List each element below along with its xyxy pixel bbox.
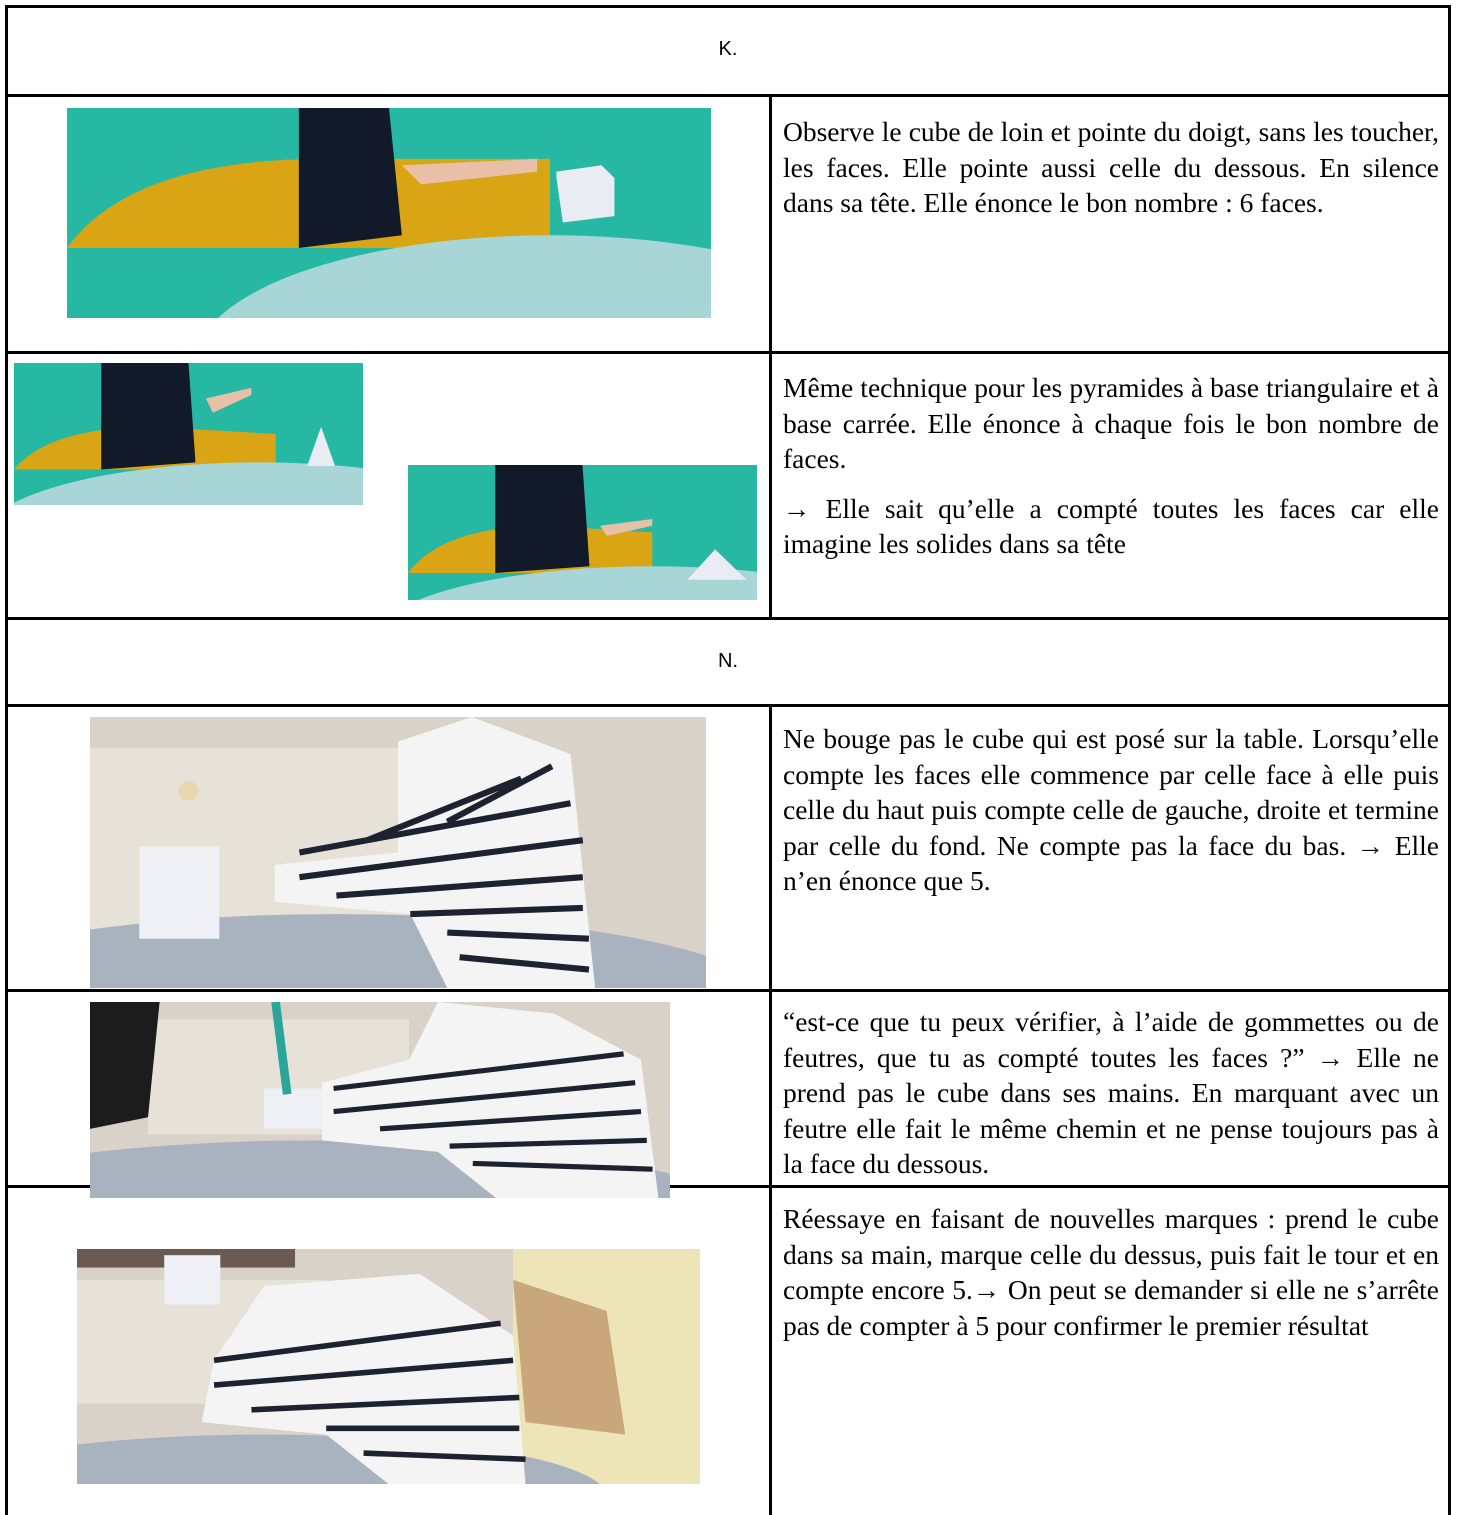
photo (90, 717, 706, 988)
paragraph: Réessaye en faisant de nouvelles marques… (783, 1203, 1439, 1341)
border (769, 94, 772, 620)
border (5, 94, 1451, 97)
cell-text: Ne bouge pas le cube qui est posé sur la… (783, 721, 1439, 913)
border (5, 704, 1451, 707)
border (5, 5, 8, 1515)
border (5, 617, 1451, 620)
section-title: N. (718, 650, 738, 672)
section-title: K. (718, 38, 738, 60)
photo (67, 108, 711, 318)
photo (77, 1249, 700, 1484)
cell-text: Réessaye en faisant de nouvelles marques… (783, 1201, 1439, 1357)
border (1448, 5, 1451, 1515)
border (5, 1185, 1451, 1188)
paragraph: → Elle sait qu’elle a compté toutes les … (783, 492, 1439, 560)
border (5, 351, 1451, 354)
border (5, 5, 1451, 8)
cell-text: Même technique pour les pyramides à base… (783, 370, 1439, 576)
paragraph: “est-ce que tu peux vérifier, à l’aide d… (783, 1006, 1439, 1179)
photo (408, 465, 757, 600)
border (5, 989, 1451, 992)
cell-text: Observe le cube de loin et pointe du doi… (783, 114, 1439, 235)
photo (14, 363, 363, 505)
border (769, 704, 772, 1515)
paragraph: Ne bouge pas le cube qui est posé sur la… (783, 723, 1439, 896)
paragraph: Observe le cube de loin et pointe du doi… (783, 116, 1439, 218)
cell-text: “est-ce que tu peux vérifier, à l’aide d… (783, 1004, 1439, 1196)
photo (90, 1002, 670, 1198)
paragraph: Même technique pour les pyramides à base… (783, 372, 1439, 474)
